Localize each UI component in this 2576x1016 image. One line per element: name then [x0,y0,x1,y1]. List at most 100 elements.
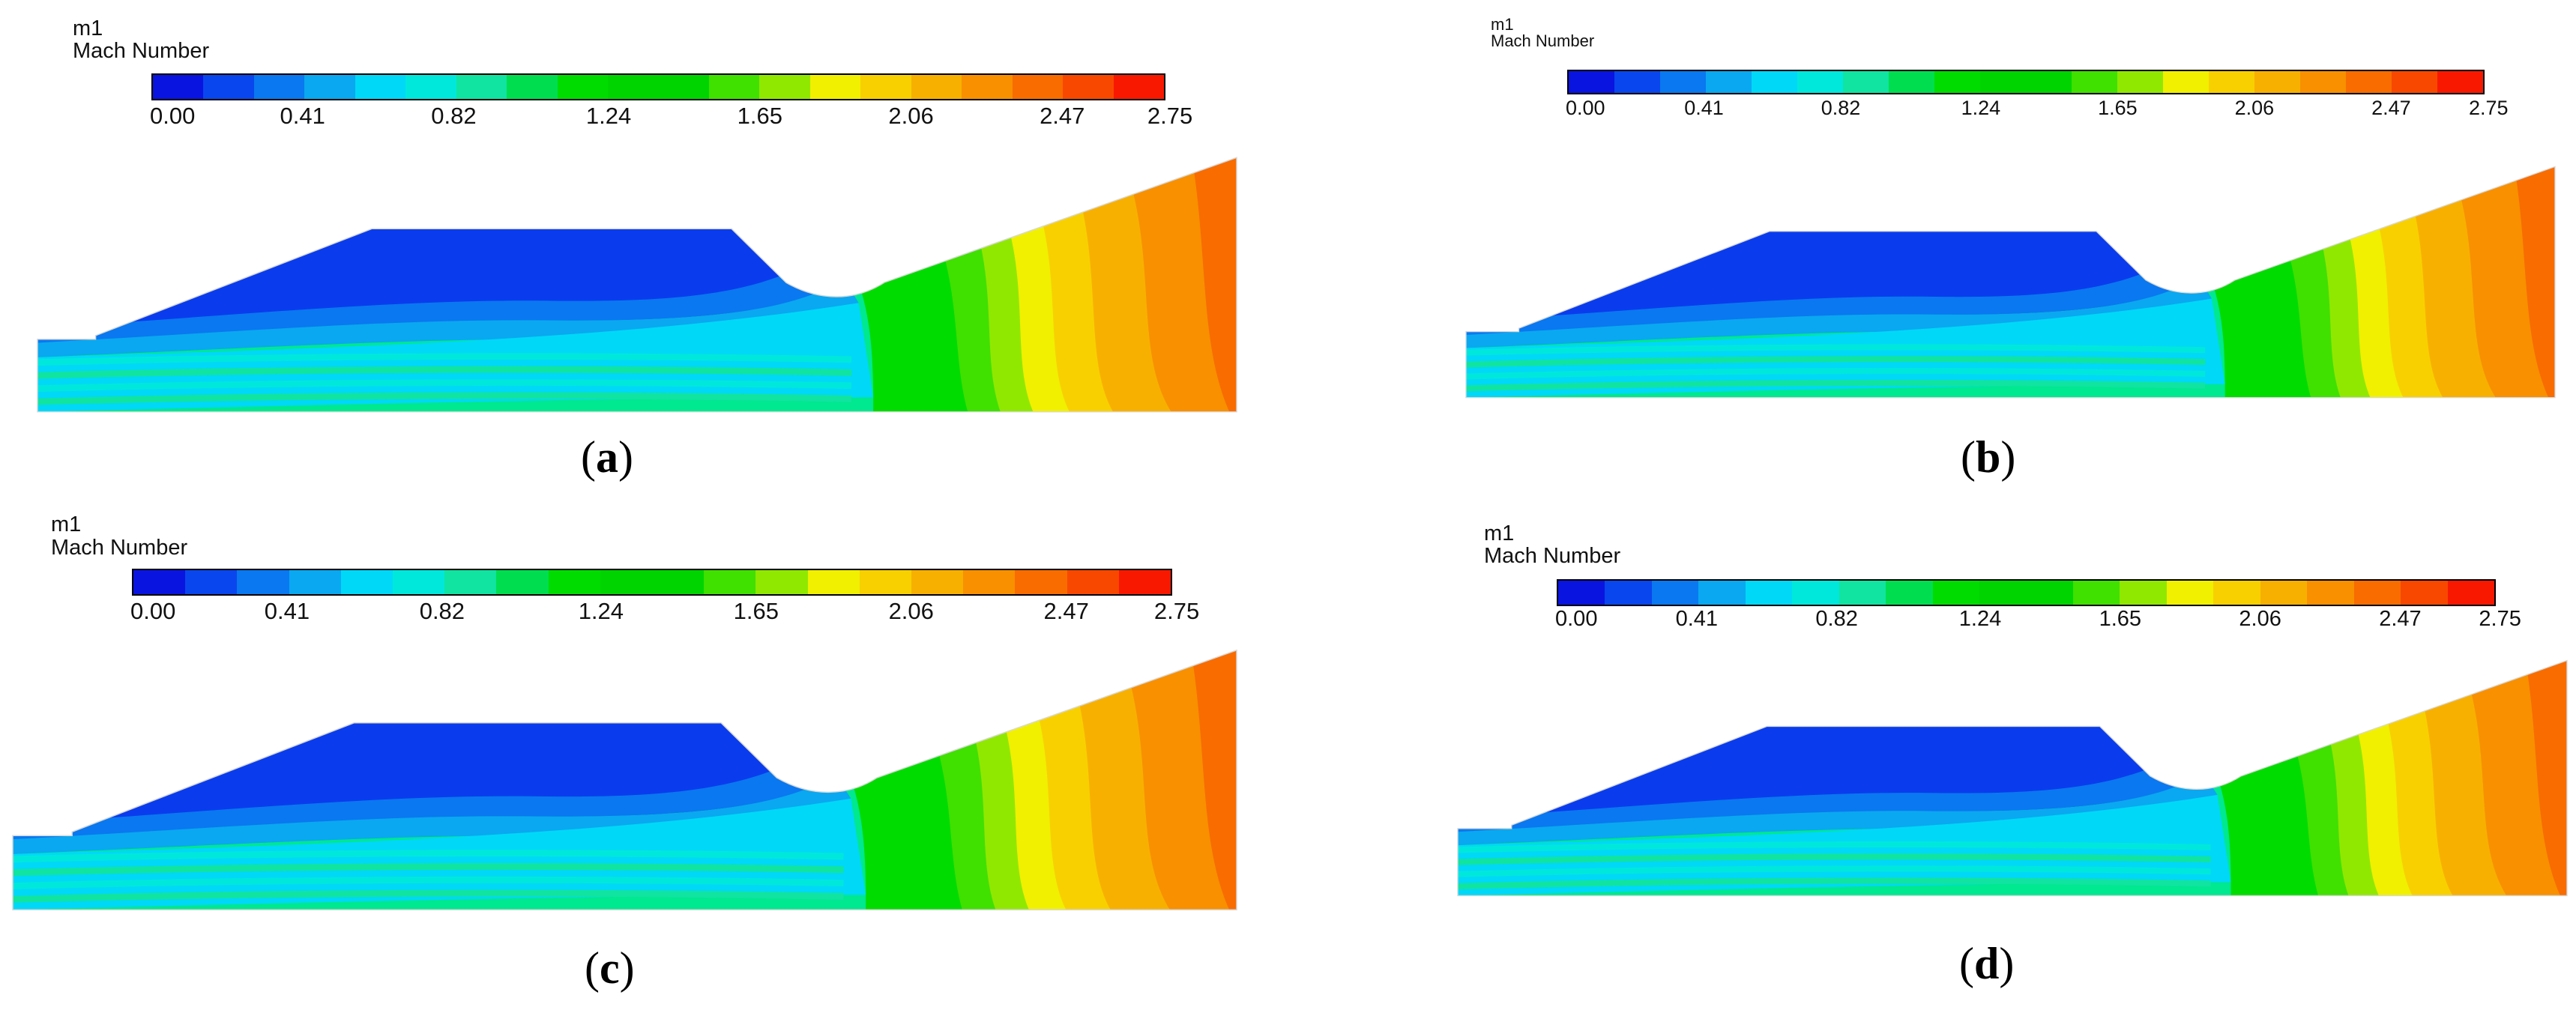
contour-streak [1466,368,2206,380]
colorbar-segment [1980,71,2026,93]
colorbar-segment [1605,581,1652,605]
colorbar-segment [1752,71,1797,93]
contour-field [37,157,1237,412]
colorbar-segment [237,570,289,594]
contour-streak [37,366,852,379]
contour-band-mid-blue [37,252,845,345]
colorbar-segment [807,570,860,594]
colorbar-tick-label: 0.41 [280,103,325,129]
panel-caption-a: (a) [581,432,633,482]
panel-b: m1 Mach Number 0.00 0.41 0.82 1.24 1.65 2.06 2… [1288,0,2576,508]
colorbar-tick-label: 2.75 [1147,103,1193,129]
colorbar-segment [1067,570,1119,594]
colorbar-segment [759,75,810,99]
colorbar-segment [2254,71,2300,93]
colorbar-segment [1558,581,1605,605]
contour-streak [1458,865,2211,877]
colorbar-segment [1934,71,1980,93]
colorbar-tick-label: 1.24 [578,598,624,624]
colorbar-segment [2300,71,2346,93]
colorbar [151,73,1165,100]
colorbar-segment [1889,71,1934,93]
colorbar-tick-label: 1.65 [733,598,779,624]
colorbar-tick-label: 0.00 [1566,97,1605,119]
contour-band-light-blue [37,279,859,357]
colorbar-segment [2072,581,2120,605]
panel-caption-b: (b) [1961,432,2016,482]
domain-outline [12,649,1237,910]
mach-contour-plot [37,157,1237,413]
legend-quantity-label: Mach Number [51,536,188,560]
contour-band-red-orange [2515,166,2555,398]
colorbar-segment [456,75,507,99]
contour-band-mid-blue [1466,252,2199,337]
contour-band-mid-blue [1458,748,2204,834]
colorbar-tick-label: 2.75 [2479,607,2521,631]
legend-variable-label: m1 [1491,15,1514,34]
contour-streak [13,889,844,903]
colorbar [1557,579,2496,606]
panel-caption-d: (d) [1959,939,2015,988]
colorbar-segment [809,75,861,99]
colorbar-tick-label: 2.47 [2371,97,2411,119]
colorbar-segment [557,75,609,99]
colorbar-segment [444,570,497,594]
colorbar-segment [2346,71,2392,93]
colorbar-segment [253,75,305,99]
colorbar-segment [405,75,456,99]
colorbar-segment [548,570,600,594]
colorbar-segment [860,75,911,99]
colorbar-tick-label: 2.06 [888,103,934,129]
colorbar-segment [340,570,393,594]
colorbar-segment [2447,581,2495,605]
colorbar-segment [203,75,254,99]
domain-outline [1465,166,2556,399]
contour-streak [1466,344,2206,356]
contour-streak [1458,877,2211,889]
colorbar-segment [2437,71,2483,93]
legend-variable-label: m1 [1484,521,1515,545]
colorbar-segment [185,570,238,594]
colorbar-segment [2072,71,2117,93]
colorbar-segment [133,570,186,594]
colorbar-tick-label: 0.00 [150,103,196,129]
colorbar-segment [755,570,808,594]
colorbar-tick-label: 1.24 [1958,607,2002,631]
colorbar-segment [2120,581,2167,605]
colorbar-segment [1792,581,1839,605]
colorbar-segment [1012,75,1064,99]
colorbar-segment [608,75,659,99]
colorbar-ticks: 0.00 0.41 0.82 1.24 1.65 2.06 2.47 2.75 [1566,97,2509,121]
legend-variable-label: m1 [73,16,103,40]
colorbar-segment [2260,581,2308,605]
colorbar-segment [1979,581,2027,605]
colorbar-tick-label: 1.65 [2099,607,2142,631]
colorbar-tick-label: 2.06 [2234,97,2275,119]
colorbar-segment [704,570,756,594]
contour-field [13,650,1237,910]
colorbar-ticks: 0.00 0.41 0.82 1.24 1.65 2.06 2.47 2.75 [1555,607,2521,632]
contour-band-light-blue [1466,277,2212,348]
contour-band-light-blue [1458,773,2218,846]
colorbar-tick-label: 0.82 [1821,97,1861,119]
colorbar-segment [2307,581,2354,605]
colorbar-segment [2401,581,2448,605]
colorbar-segment [1015,570,1067,594]
legend-quantity-label: Mach Number [73,39,210,63]
colorbar-tick-label: 2.47 [2379,607,2422,631]
colorbar-segment [2163,71,2209,93]
contour-streak [1466,379,2206,392]
colorbar-tick-label: 0.41 [1675,607,1719,631]
legend-variable-label: m1 [51,512,82,536]
colorbar-tick-label: 0.41 [264,598,310,624]
colorbar-tick-label: 2.06 [888,598,934,624]
legend-quantity-label: Mach Number [1491,31,1595,50]
colorbar-segment [1614,71,1660,93]
colorbar-tick-label: 1.24 [585,103,632,129]
colorbar-segment [393,570,445,594]
colorbar-segment [1651,581,1699,605]
contour-field [1466,166,2555,398]
colorbar-segment [1706,71,1752,93]
panel-caption-c: (c) [585,943,635,993]
contour-streak [1458,853,2211,865]
